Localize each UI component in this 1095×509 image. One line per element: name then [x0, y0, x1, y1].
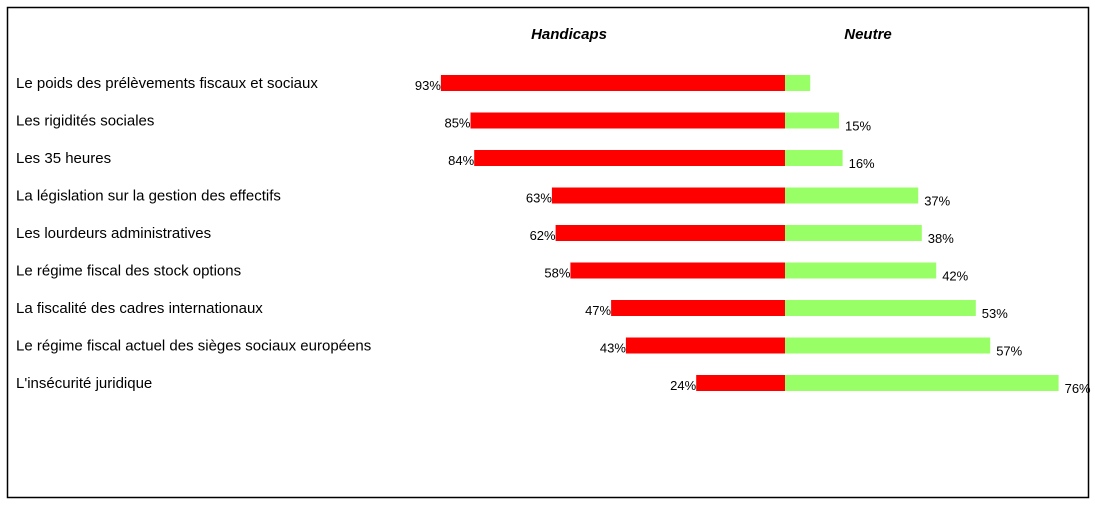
- neutre-value-label: 16%: [849, 156, 875, 171]
- neutre-bar: [785, 75, 811, 91]
- chart-rows: Le poids des prélèvements fiscaux et soc…: [16, 75, 1091, 396]
- neutre-bar: [785, 187, 919, 204]
- category-label: L'insécurité juridique: [16, 375, 152, 392]
- category-label: La législation sur la gestion des effect…: [16, 188, 281, 205]
- category-label: Le poids des prélèvements fiscaux et soc…: [16, 75, 318, 92]
- category-label: Les lourdeurs administratives: [16, 225, 211, 242]
- handicaps-value-label: 58%: [544, 266, 570, 281]
- chart-row: La fiscalité des cadres internationaux 47…: [16, 300, 1008, 321]
- handicaps-bar: [474, 150, 785, 166]
- neutre-value-label: 38%: [928, 231, 954, 246]
- legend-handicaps: Handicaps: [531, 26, 607, 43]
- neutre-value-label: 53%: [982, 306, 1008, 321]
- category-label: Le régime fiscal actuel des sièges socia…: [16, 338, 371, 355]
- chart-row: L'insécurité juridique 24% 76%: [16, 375, 1091, 396]
- neutre-value-label: 76%: [1065, 381, 1091, 396]
- handicaps-value-label: 85%: [444, 116, 470, 131]
- handicaps-value-label: 47%: [585, 303, 611, 318]
- handicaps-value-label: 63%: [526, 191, 552, 206]
- legend-neutre: Neutre: [844, 26, 892, 43]
- handicaps-bar: [570, 262, 785, 279]
- handicaps-value-label: 24%: [670, 378, 696, 393]
- neutre-bar: [785, 150, 843, 166]
- category-label: Les rigidités sociales: [16, 113, 154, 130]
- handicaps-bar: [551, 187, 785, 204]
- category-label: La fiscalité des cadres internationaux: [16, 300, 263, 317]
- chart-row: Le régime fiscal des stock options 58% 42%: [16, 262, 969, 284]
- chart-row: La législation sur la gestion des effect…: [16, 187, 951, 209]
- neutre-value-label: 42%: [942, 269, 968, 284]
- neutre-bar: [785, 225, 922, 241]
- handicaps-bar: [470, 112, 785, 129]
- chart-row: Les 35 heures 84% 16%: [16, 150, 875, 171]
- chart-row: Les rigidités sociales 85% 15%: [16, 112, 871, 134]
- chart-row: Le poids des prélèvements fiscaux et soc…: [16, 75, 811, 93]
- handicaps-value-label: 43%: [600, 341, 626, 356]
- chart-row: Les lourdeurs administratives 62% 38%: [16, 225, 954, 246]
- neutre-value-label: 37%: [924, 194, 950, 209]
- handicaps-bar: [555, 225, 785, 241]
- handicaps-bar: [440, 75, 785, 91]
- handicaps-value-label: 84%: [448, 153, 474, 168]
- handicaps-bar: [611, 300, 785, 316]
- neutre-value-label: 15%: [845, 119, 871, 134]
- handicaps-value-label: 93%: [415, 78, 441, 93]
- neutre-bar: [785, 337, 991, 354]
- handicaps-value-label: 62%: [530, 228, 556, 243]
- neutre-bar: [785, 112, 839, 129]
- neutre-bar: [785, 375, 1059, 391]
- handicaps-bar: [696, 375, 785, 391]
- neutre-bar: [785, 262, 937, 279]
- neutre-value-label: 57%: [996, 344, 1022, 359]
- chart-row: Le régime fiscal actuel des sièges socia…: [16, 337, 1023, 359]
- category-label: Le régime fiscal des stock options: [16, 263, 241, 280]
- neutre-bar: [785, 300, 976, 316]
- handicaps-bar: [625, 337, 785, 354]
- category-label: Les 35 heures: [16, 150, 111, 167]
